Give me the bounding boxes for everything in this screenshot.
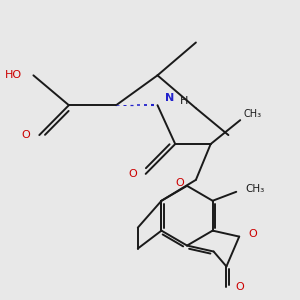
Text: O: O — [235, 282, 244, 292]
Text: O: O — [175, 178, 184, 188]
Text: O: O — [128, 169, 137, 179]
Text: CH₃: CH₃ — [243, 109, 261, 119]
Text: HO: HO — [4, 70, 22, 80]
Text: CH₃: CH₃ — [245, 184, 264, 194]
Text: H: H — [180, 96, 188, 106]
Text: O: O — [22, 130, 31, 140]
Text: O: O — [248, 229, 257, 238]
Text: N: N — [165, 93, 174, 103]
